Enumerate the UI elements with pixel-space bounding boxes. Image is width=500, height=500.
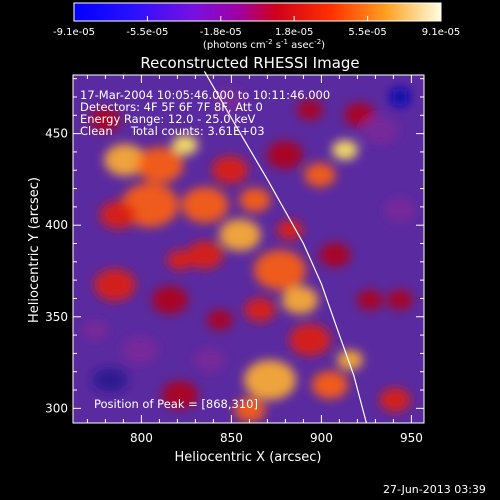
info-energy-range: Energy Range: 12.0 - 25.0 keV	[80, 112, 256, 126]
y-tick-label: 400	[45, 218, 68, 232]
heatmap-patch	[161, 381, 199, 409]
y-axis-label: Heliocentric Y (arcsec)	[27, 177, 42, 323]
heatmap-image	[73, 75, 424, 423]
x-tick-label: 900	[310, 431, 333, 445]
heatmap-patch	[181, 187, 229, 223]
heatmap-patch	[396, 93, 404, 101]
heatmap-patch	[289, 324, 331, 356]
heatmap-patch	[89, 108, 121, 132]
heatmap-patch	[136, 147, 184, 183]
colorbar-ticks: -9.1e-05 -5.5e-05 -1.8e-05 1.8e-05 5.5e-05 9.…	[53, 16, 460, 38]
heatmap-patch	[234, 398, 266, 422]
heatmap-patch	[357, 290, 383, 310]
heatmap-patch	[244, 360, 296, 400]
info-clean-counts: Clean Total counts: 3.61E+03	[80, 124, 265, 138]
y-tick-label: 450	[45, 127, 68, 141]
colorbar-tick-label: 5.5e-05	[348, 27, 386, 38]
heatmap-patch	[304, 163, 336, 187]
plot-frame	[72, 74, 425, 424]
heatmap-patch	[239, 188, 271, 212]
heatmap-patch	[207, 310, 233, 330]
heatmap-patch	[211, 156, 249, 184]
heatmap-patch	[281, 286, 319, 314]
x-axis-ticks: 800 850 900 950	[86, 75, 423, 445]
y-tick-label: 350	[45, 310, 68, 324]
heatmap-patch	[266, 141, 304, 169]
colorbar-tick-label: -1.8e-05	[200, 27, 242, 38]
heatmap-patch	[319, 243, 351, 267]
x-tick-label: 850	[220, 431, 243, 445]
heatmap-patch	[244, 298, 276, 322]
heatmap-patch	[311, 371, 349, 399]
solar-limb-line	[203, 70, 367, 424]
info-time-range: 17-Mar-2004 10:05:46.000 to 10:11:46.000	[80, 88, 331, 102]
colorbar-tick-label: -9.1e-05	[53, 27, 95, 38]
peak-position-label: Position of Peak = [868,310]	[94, 397, 258, 411]
heatmap-patch	[297, 100, 323, 120]
colorbar-tick-label: -5.5e-05	[126, 27, 168, 38]
heatmap-patch	[332, 140, 358, 160]
heatmap-patch	[277, 220, 303, 240]
heatmap-patch	[387, 290, 413, 310]
y-tick-label: 300	[45, 401, 68, 415]
heatmap-patch	[167, 250, 193, 270]
colorbar-unit-label: (photons cm-2 s-1 asec-2)	[203, 38, 325, 51]
chart-title: Reconstructed RHESSI Image	[140, 54, 359, 72]
heatmap-patch	[379, 388, 411, 412]
heatmap-patch	[214, 88, 246, 112]
colorbar-tick-label: 9.1e-05	[422, 27, 460, 38]
heatmap-patch	[92, 368, 128, 392]
x-tick-label: 800	[130, 431, 153, 445]
heatmap-patch	[172, 135, 198, 155]
heatmap-patch	[99, 201, 137, 229]
heatmap-patch	[194, 348, 226, 372]
x-tick-label: 950	[400, 431, 423, 445]
colorbar-tick-label: 1.8e-05	[275, 27, 313, 38]
heatmap-patch	[82, 320, 108, 340]
colorbar-frame	[73, 2, 442, 22]
heatmap-patch	[384, 198, 416, 222]
heatmap-patch	[254, 250, 306, 290]
heatmap-patch	[219, 219, 261, 251]
heatmap-patch	[186, 241, 224, 269]
info-detectors: Detectors: 4F 5F 6F 7F 8F, Att 0	[80, 100, 263, 114]
heatmap-patch	[121, 336, 159, 364]
heatmap-patch	[104, 144, 146, 176]
x-axis-label: Heliocentric X (arcsec)	[175, 450, 322, 465]
y-axis-ticks: 300 350 400 450	[45, 78, 424, 415]
heatmap-patch	[361, 116, 399, 144]
heatmap-patch	[94, 269, 136, 301]
heatmap-patch	[151, 286, 189, 314]
footer-date: 27-Jun-2013 03:39	[383, 483, 486, 496]
colorbar-gradient	[74, 3, 441, 21]
heatmap-patch	[337, 350, 363, 370]
